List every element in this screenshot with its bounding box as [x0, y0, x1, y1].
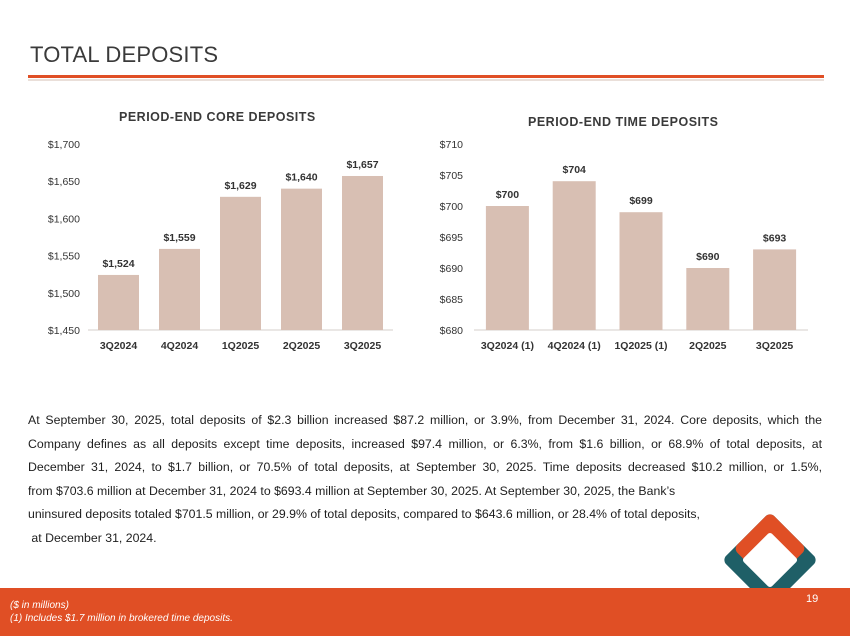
- time-category-label: 2Q2025: [689, 340, 727, 352]
- time-category-label: 1Q2025 (1): [614, 340, 667, 352]
- time-bar-2q2025: [686, 268, 730, 330]
- core-ytick-label: $1,600: [48, 213, 80, 225]
- time-ytick-label: $705: [440, 170, 464, 182]
- core-bar-1q2025: [220, 196, 261, 330]
- core-category-label: 3Q2024: [100, 340, 138, 352]
- time-ytick-label: $695: [440, 232, 464, 244]
- core-value-label: $1,640: [285, 172, 317, 184]
- core-bar-4q2024: [159, 248, 200, 330]
- core-bar-3q2025: [342, 175, 383, 330]
- time-deposits-chart-title: PERIOD-END TIME DEPOSITS: [528, 115, 719, 129]
- commentary-line-3: December 31, 2024, to $1.7 billion, or 7…: [28, 460, 822, 474]
- core-ytick-label: $1,700: [48, 139, 80, 151]
- time-ytick-label: $700: [440, 201, 464, 213]
- core-value-label: $1,524: [102, 258, 134, 270]
- time-ytick-label: $690: [440, 263, 464, 275]
- time-ytick-label: $710: [440, 139, 464, 151]
- time-ytick-label: $685: [440, 294, 464, 306]
- footer-bar: [0, 588, 850, 636]
- page-title: TOTAL DEPOSITS: [30, 42, 219, 67]
- time-category-label: 3Q2024 (1): [481, 340, 534, 352]
- time-bar-4q20241: [552, 181, 596, 330]
- core-value-label: $1,657: [346, 159, 378, 171]
- time-value-label: $700: [496, 189, 520, 201]
- time-bar-3q2025: [753, 249, 797, 330]
- core-deposits-chart-title: PERIOD-END CORE DEPOSITS: [119, 110, 316, 124]
- title-rule-shadow: [28, 79, 824, 81]
- time-bar-3q20241: [485, 206, 529, 330]
- title-rule: [28, 75, 824, 78]
- core-category-label: 4Q2024: [161, 340, 199, 352]
- page-number: 19: [806, 593, 819, 605]
- time-ytick-label: $680: [440, 325, 464, 337]
- commentary-line-4: from $703.6 million at December 31, 2024…: [28, 483, 676, 498]
- core-ytick-label: $1,450: [48, 325, 80, 337]
- footnote-units: ($ in millions): [10, 600, 69, 611]
- commentary-line-5: uninsured deposits totaled $701.5 millio…: [28, 507, 700, 521]
- core-value-label: $1,559: [163, 232, 195, 244]
- time-value-label: $690: [696, 251, 720, 263]
- core-value-label: $1,629: [224, 180, 256, 192]
- commentary-line-1: At September 30, 2025, total deposits of…: [28, 413, 822, 427]
- time-value-label: $704: [563, 164, 587, 176]
- core-category-label: 3Q2025: [344, 340, 382, 352]
- core-ytick-label: $1,550: [48, 251, 80, 263]
- core-ytick-label: $1,500: [48, 288, 80, 300]
- company-logo: [724, 514, 816, 606]
- time-bar-1q20251: [619, 212, 663, 330]
- commentary-line-6: at December 31, 2024.: [28, 530, 157, 545]
- time-value-label: $693: [763, 232, 787, 244]
- time-value-label: $699: [629, 195, 653, 207]
- time-category-label: 4Q2024 (1): [548, 340, 601, 352]
- commentary-line-2: Company defines as all deposits except t…: [28, 436, 822, 451]
- core-ytick-label: $1,650: [48, 176, 80, 188]
- core-bar-2q2025: [281, 188, 322, 330]
- commentary-text: At September 30, 2025, total deposits of…: [28, 409, 822, 550]
- footnote-brokered: (1) Includes $1.7 million in brokered ti…: [10, 613, 233, 624]
- core-bar-3q2024: [98, 274, 139, 330]
- core-category-label: 1Q2025: [222, 340, 260, 352]
- time-category-label: 3Q2025: [756, 340, 794, 352]
- core-category-label: 2Q2025: [283, 340, 321, 352]
